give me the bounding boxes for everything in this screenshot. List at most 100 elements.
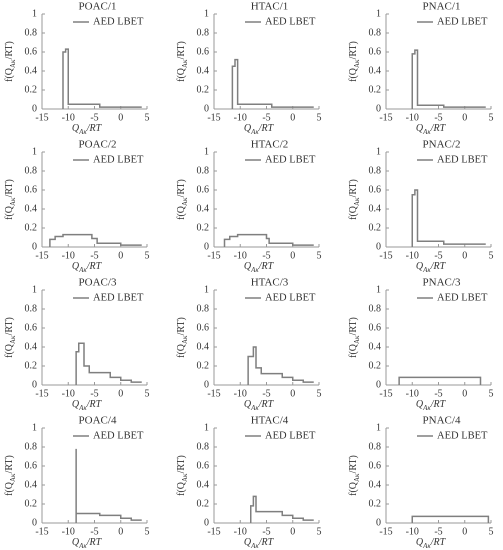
y-tick-label: 1 bbox=[32, 422, 37, 433]
y-tick-label: 1 bbox=[376, 8, 381, 19]
x-tick-label: -5 bbox=[262, 526, 270, 537]
y-tick-label: 0.6 bbox=[197, 184, 210, 195]
y-tick-label: 0.2 bbox=[25, 222, 38, 233]
y-tick-label: 0.6 bbox=[197, 322, 210, 333]
x-tick-label: 0 bbox=[290, 250, 295, 261]
y-tick-label: 1 bbox=[32, 284, 37, 295]
panel-title: PNAC/3 bbox=[423, 277, 461, 289]
y-tick-label: 0.6 bbox=[369, 322, 382, 333]
y-tick-label: 0.8 bbox=[197, 303, 210, 314]
y-axis-label-sub: Aκ bbox=[181, 473, 189, 482]
panel: POAC/400.20.40.60.81-15 -10 -5 0 5QAκ/RTf(QA… bbox=[4, 415, 149, 550]
x-axis-label-part: /RT bbox=[430, 537, 447, 548]
y-tick-label: 1 bbox=[204, 8, 209, 19]
x-axis-label-sub: Aκ bbox=[422, 404, 431, 412]
y-tick-label: 0.8 bbox=[369, 27, 382, 38]
y-tick-label: 0.4 bbox=[369, 203, 382, 214]
legend-label: AED LBET bbox=[437, 430, 488, 441]
y-tick-label: 1 bbox=[204, 422, 209, 433]
x-axis-label-sub: Aκ bbox=[250, 266, 259, 274]
panel: POAC/300.20.40.60.81-15 -10 -5 0 5QAκ/RTf(QA… bbox=[4, 277, 149, 412]
legend-label: AED LBET bbox=[93, 292, 144, 303]
data-line bbox=[398, 376, 482, 385]
y-tick-label: 1 bbox=[376, 422, 381, 433]
x-tick-label: -5 bbox=[90, 526, 98, 537]
y-axis-label-part: /RT) bbox=[348, 179, 359, 197]
legend-label: AED LBET bbox=[437, 154, 488, 165]
x-axis-label-sub: Aκ bbox=[78, 266, 87, 274]
y-axis-label-part: /RT) bbox=[4, 317, 15, 335]
y-tick-label: 0 bbox=[376, 379, 381, 390]
x-tick-label: -15 bbox=[35, 250, 48, 261]
y-tick-label: 0.8 bbox=[369, 441, 382, 452]
y-tick-label: 0.4 bbox=[25, 203, 38, 214]
y-tick-label: 0 bbox=[376, 517, 381, 528]
x-axis-label-part: Q bbox=[72, 399, 80, 410]
x-tick-label: -15 bbox=[35, 388, 48, 399]
x-axis-label-part: Q bbox=[72, 261, 80, 272]
y-tick-label: 0.8 bbox=[25, 441, 38, 452]
x-tick-label: 5 bbox=[145, 526, 150, 537]
y-tick-label: 0.4 bbox=[197, 65, 210, 76]
y-axis-label-part: f(Q bbox=[348, 67, 359, 82]
panel-title: PNAC/1 bbox=[423, 1, 461, 13]
x-axis-label-sub: Aκ bbox=[78, 542, 87, 550]
x-tick-label: 0 bbox=[462, 112, 467, 123]
panel-title: POAC/2 bbox=[79, 139, 117, 151]
x-axis-label: QAκ/RT bbox=[416, 399, 447, 411]
y-axis-label-sub: Aκ bbox=[181, 59, 189, 68]
panel-title: POAC/4 bbox=[79, 415, 117, 427]
legend-label: AED LBET bbox=[265, 292, 316, 303]
y-tick-label: 0 bbox=[204, 241, 209, 252]
x-tick-label: 0 bbox=[462, 526, 467, 537]
y-tick-label: 0.6 bbox=[25, 46, 38, 57]
data-line bbox=[75, 448, 142, 523]
x-axis-label-part: /RT bbox=[258, 123, 275, 134]
y-tick-label: 1 bbox=[376, 146, 381, 157]
x-tick-label: -15 bbox=[207, 250, 220, 261]
y-tick-label: 0.2 bbox=[197, 84, 210, 95]
x-axis-label-part: /RT bbox=[86, 261, 103, 272]
x-tick-label: -10 bbox=[62, 112, 75, 123]
y-tick-label: 0.6 bbox=[197, 460, 210, 471]
x-tick-label: -10 bbox=[62, 388, 75, 399]
x-tick-label: -15 bbox=[207, 526, 220, 537]
x-tick-label: 0 bbox=[462, 388, 467, 399]
data-line bbox=[250, 495, 314, 523]
x-tick-label: -10 bbox=[406, 250, 419, 261]
y-axis-label-part: f(Q bbox=[4, 67, 15, 82]
y-axis-label-part: /RT) bbox=[176, 317, 187, 335]
y-tick-label: 0.2 bbox=[369, 498, 382, 509]
panel-title: POAC/1 bbox=[79, 1, 117, 13]
y-tick-label: 0.4 bbox=[25, 65, 38, 76]
x-tick-label: 5 bbox=[145, 250, 150, 261]
x-tick-label: 5 bbox=[317, 388, 322, 399]
x-axis-label-part: Q bbox=[72, 537, 80, 548]
y-tick-label: 0 bbox=[204, 517, 209, 528]
x-axis-label-part: Q bbox=[244, 123, 252, 134]
x-tick-label: 0 bbox=[118, 250, 123, 261]
y-axis-label-sub: Aκ bbox=[353, 473, 361, 482]
x-axis-label-part: Q bbox=[416, 537, 424, 548]
x-tick-label: 5 bbox=[489, 388, 494, 399]
data-line bbox=[411, 189, 486, 247]
x-tick-label: 0 bbox=[290, 388, 295, 399]
x-tick-label: 0 bbox=[290, 112, 295, 123]
panel: POAC/200.20.40.60.81-15 -10 -5 0 5QAκ/RTf(QA… bbox=[4, 139, 149, 274]
y-tick-label: 0 bbox=[204, 103, 209, 114]
x-tick-label: 0 bbox=[118, 526, 123, 537]
x-tick-label: -10 bbox=[234, 112, 247, 123]
legend-label: AED LBET bbox=[437, 16, 488, 27]
x-tick-label: 0 bbox=[290, 526, 295, 537]
x-axis-label: QAκ/RT bbox=[416, 537, 447, 549]
x-axis-label-part: /RT bbox=[430, 399, 447, 410]
panel: HTAC/100.20.40.60.81-15 -10 -5 0 5QAκ/RTf(QA… bbox=[176, 1, 321, 136]
x-axis-label-part: Q bbox=[244, 537, 252, 548]
panel: POAC/100.20.40.60.81-15 -10 -5 0 5QAκ/RTf(QA… bbox=[4, 1, 149, 136]
y-axis-label-sub: Aκ bbox=[353, 335, 361, 344]
y-axis-label-part: f(Q bbox=[176, 67, 187, 82]
panel-title: HTAC/1 bbox=[251, 1, 289, 13]
y-tick-label: 0.6 bbox=[197, 46, 210, 57]
x-tick-label: -15 bbox=[207, 112, 220, 123]
x-axis-label: QAκ/RT bbox=[244, 261, 275, 273]
